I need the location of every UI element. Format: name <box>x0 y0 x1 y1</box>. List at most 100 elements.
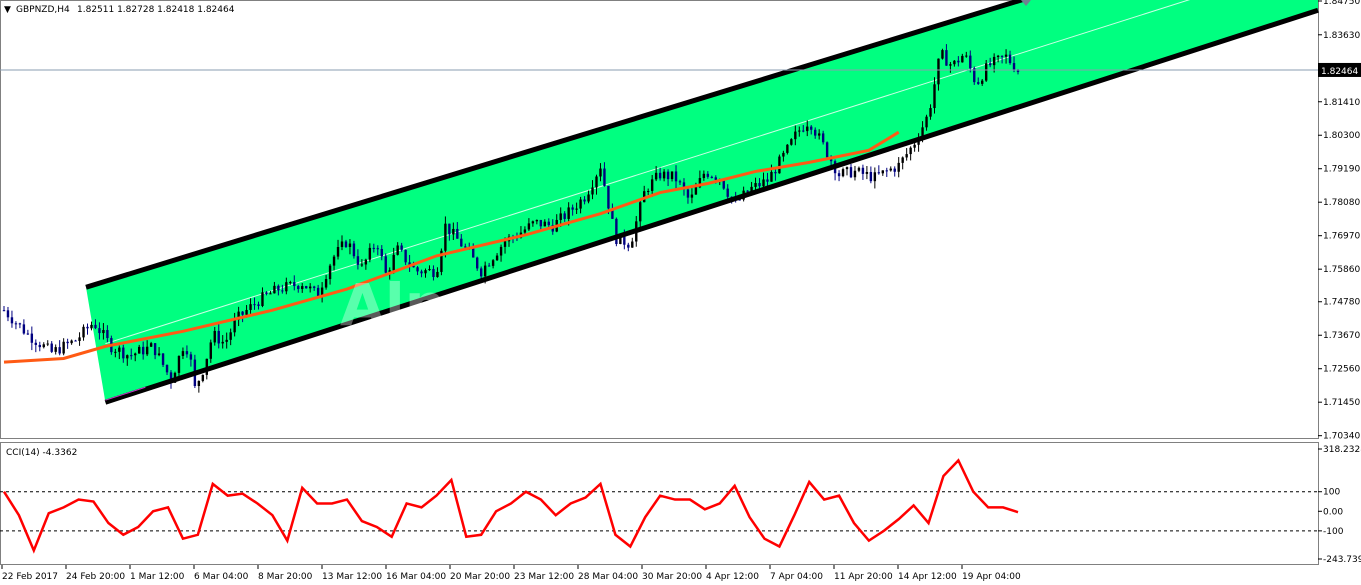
candle-body <box>210 342 212 358</box>
candle-body <box>214 331 216 342</box>
candle-body <box>158 353 160 355</box>
candle-body <box>202 375 204 381</box>
candle-body <box>54 347 56 352</box>
candle-body <box>361 264 363 265</box>
candle-body <box>130 355 132 356</box>
candle-body <box>675 171 677 181</box>
candle-body <box>703 174 705 178</box>
candle-body <box>106 330 108 338</box>
candle-body <box>977 82 979 84</box>
candle-body <box>790 139 792 145</box>
chart-header-triangle-icon: ▼ <box>4 5 11 15</box>
candle-body <box>687 189 689 197</box>
candle-body <box>762 179 764 186</box>
candle-body <box>711 177 713 178</box>
candle-body <box>456 229 458 239</box>
watermark-logo: Alpari <box>340 271 534 339</box>
candle-body <box>154 343 156 355</box>
candle-body <box>448 224 450 235</box>
candle-body <box>400 245 402 249</box>
current-price-label: 1.82464 <box>1321 67 1358 77</box>
candle-body <box>381 249 383 256</box>
candle-body <box>810 127 812 130</box>
candle-body <box>969 56 971 69</box>
candle-body <box>162 353 164 364</box>
cci-axis-label: 318.2328 <box>1323 445 1361 455</box>
candle-body <box>846 167 848 169</box>
candle-body <box>225 340 227 342</box>
candle-body <box>627 245 629 248</box>
candle-body <box>222 342 224 344</box>
candle-body <box>504 241 506 247</box>
price-axis-label: 1.72560 <box>1323 365 1360 375</box>
candle-body <box>66 342 68 343</box>
time-axis-label: 8 Mar 20:00 <box>258 572 313 582</box>
candle-body <box>758 183 760 186</box>
candle-body <box>273 286 275 294</box>
candle-body <box>15 323 17 324</box>
time-axis-label: 20 Mar 20:00 <box>450 572 510 582</box>
candle-body <box>1005 55 1007 57</box>
candle-body <box>253 304 255 305</box>
candle-body <box>571 207 573 209</box>
time-axis-label: 14 Apr 12:00 <box>898 572 957 582</box>
time-axis-label: 7 Apr 04:00 <box>770 572 823 582</box>
candle-body <box>985 63 987 80</box>
candle-body <box>524 229 526 232</box>
candle-body <box>631 242 633 248</box>
candle-body <box>333 257 335 266</box>
candle-body <box>138 347 140 354</box>
candle-body <box>599 169 601 177</box>
time-axis-label: 24 Feb 20:00 <box>66 572 125 582</box>
candle-body <box>607 186 609 208</box>
candle-body <box>1001 56 1003 57</box>
candle-body <box>659 173 661 179</box>
candle-body <box>770 172 772 182</box>
candle-body <box>305 286 307 288</box>
candle-body <box>19 323 21 324</box>
candle-body <box>229 332 231 340</box>
time-axis-label: 11 Apr 20:00 <box>834 572 893 582</box>
candle-body <box>870 172 872 181</box>
candle-body <box>639 202 641 221</box>
price-axis-label: 1.78080 <box>1323 198 1360 208</box>
candle-body <box>782 153 784 157</box>
candle-body <box>404 250 406 262</box>
candle-body <box>460 239 462 247</box>
candle-body <box>62 342 64 354</box>
candle-body <box>997 56 999 57</box>
candle-body <box>444 224 446 251</box>
candle-body <box>47 344 49 345</box>
candle-body <box>595 176 597 187</box>
candle-body <box>472 249 474 258</box>
candle-body <box>925 117 927 128</box>
candle-body <box>933 84 935 108</box>
candle-body <box>695 187 697 194</box>
candle-body <box>536 220 538 221</box>
price-axis-label: 1.80300 <box>1323 131 1360 141</box>
candle-body <box>281 290 283 291</box>
candle-body <box>178 356 180 373</box>
candle-body <box>957 61 959 63</box>
candle-body <box>949 64 951 65</box>
candle-body <box>500 247 502 256</box>
candle-body <box>862 168 864 174</box>
candle-body <box>241 312 243 315</box>
candle-body <box>548 222 550 225</box>
candle-body <box>369 248 371 260</box>
candle-body <box>277 286 279 291</box>
candle-body <box>901 157 903 162</box>
candle-body <box>528 223 530 229</box>
candle-body <box>7 310 9 317</box>
time-axis-label: 4 Apr 12:00 <box>706 572 759 582</box>
candle-body <box>587 194 589 201</box>
candle-body <box>850 167 852 177</box>
candle-body <box>663 172 665 179</box>
candle-body <box>265 292 267 293</box>
candle-body <box>937 59 939 85</box>
candle-body <box>122 348 124 359</box>
candle-body <box>86 327 88 329</box>
candle-body <box>35 343 37 345</box>
candle-body <box>102 330 104 333</box>
